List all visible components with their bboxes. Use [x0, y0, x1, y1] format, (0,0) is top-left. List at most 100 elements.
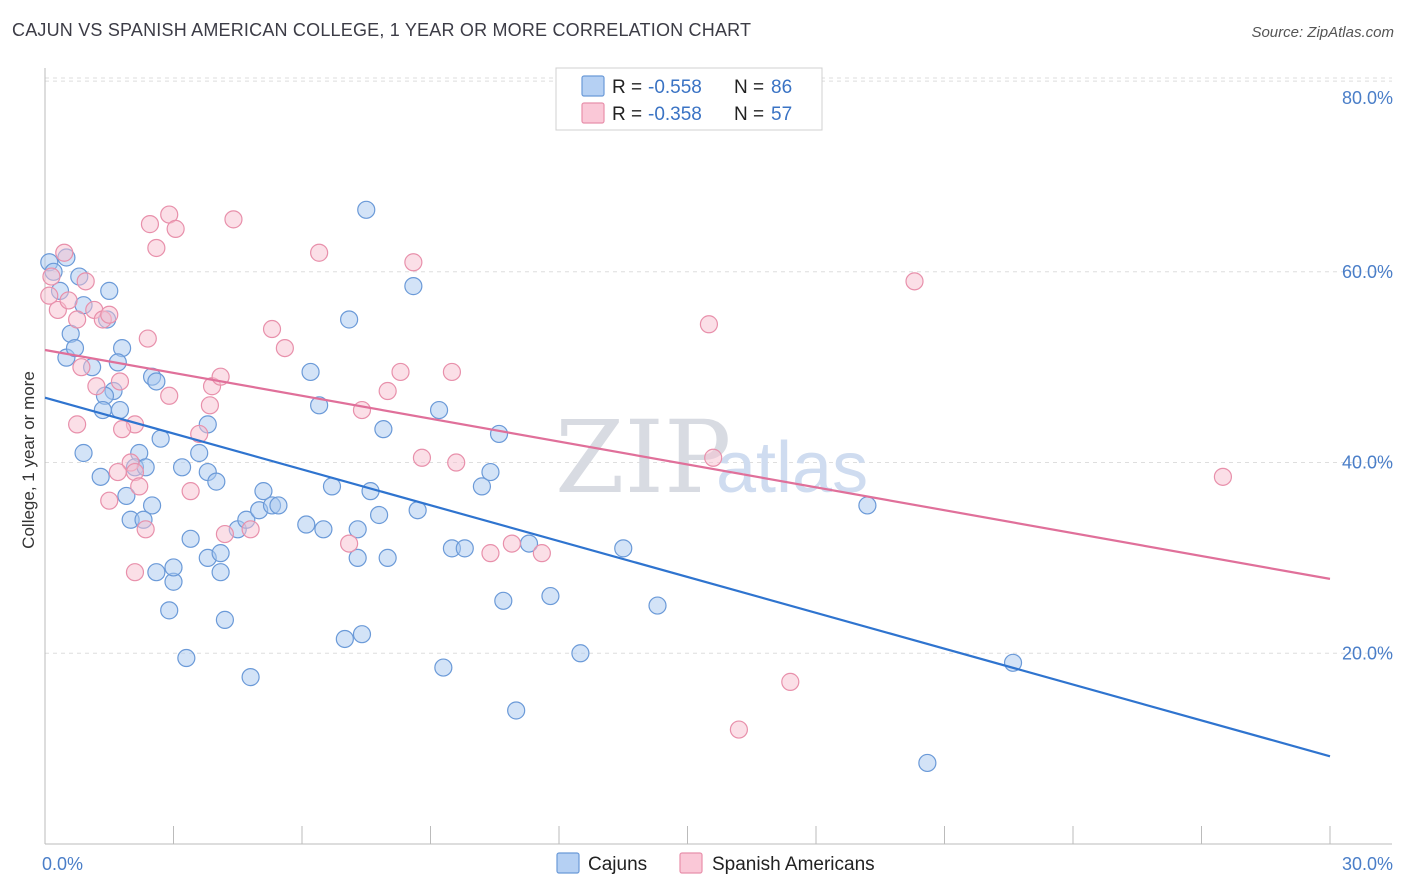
- cajun-point-77: [507, 701, 526, 720]
- bottom-legend-swatch-spanish: [679, 852, 703, 874]
- cajun-point-36: [190, 443, 209, 463]
- spanish-point-11: [87, 377, 106, 396]
- cajun-point-64: [370, 505, 389, 525]
- chart-source: Source: ZipAtlas.com: [1251, 24, 1394, 41]
- cajun-point-65: [374, 420, 393, 439]
- spanish-point-49: [502, 534, 521, 553]
- spanish-point-31: [200, 396, 220, 415]
- cajun-point-62: [357, 200, 376, 219]
- spanish-point-24: [140, 215, 160, 234]
- cajun-point-55: [314, 520, 333, 539]
- spanish-point-52: [704, 448, 723, 467]
- cajun-point-76: [494, 591, 513, 610]
- cajun-point-47: [241, 668, 260, 687]
- cajun-point-73: [472, 477, 491, 496]
- spanish-point-48: [481, 544, 500, 563]
- spanish-point-9: [72, 358, 91, 377]
- cajun-point-74: [481, 462, 500, 482]
- cajun-point-61: [352, 625, 372, 644]
- cajun-point-43: [211, 563, 230, 582]
- spanish-point-43: [391, 362, 410, 382]
- cajun-point-81: [614, 539, 633, 558]
- cajun-point-60: [335, 629, 354, 649]
- cajun-point-21: [147, 372, 166, 391]
- cajun-point-27: [142, 496, 162, 515]
- legend-n-value-spanish: 57: [771, 104, 792, 125]
- spanish-point-41: [352, 400, 372, 420]
- spanish-point-37: [262, 319, 282, 339]
- spanish-point-53: [729, 720, 749, 739]
- spanish-point-27: [166, 219, 185, 238]
- cajun-point-44: [215, 610, 234, 629]
- cajun-point-18: [74, 443, 93, 463]
- spanish-point-17: [130, 477, 149, 496]
- cajun-point-67: [404, 277, 423, 296]
- cajun-point-39: [207, 472, 226, 491]
- cajun-point-35: [172, 458, 192, 477]
- chart-title: CAJUN VS SPANISH AMERICAN COLLEGE, 1 YEA…: [12, 20, 752, 40]
- legend-r-label-cajun: R =: [612, 77, 642, 98]
- spanish-point-45: [412, 448, 432, 467]
- spanish-point-47: [447, 453, 466, 472]
- cajun-point-33: [160, 601, 179, 620]
- bottom-legend-cajun: Cajuns: [588, 854, 647, 875]
- legend-n-label-cajun: N =: [734, 77, 764, 98]
- y-tick-label-3: 80.0%: [1342, 88, 1393, 108]
- spanish-point-13: [110, 372, 130, 391]
- spanish-point-28: [160, 386, 179, 405]
- spanish-point-0: [40, 286, 59, 305]
- spanish-point-46: [442, 362, 462, 382]
- y-axis-label: College, 1 year or more: [19, 371, 38, 549]
- spanish-point-56: [905, 272, 924, 291]
- cajun-point-51: [269, 496, 288, 515]
- cajun-point-40: [181, 529, 200, 548]
- cajun-point-30: [147, 563, 166, 582]
- spanish-point-40: [340, 534, 359, 553]
- cajun-point-57: [340, 310, 359, 329]
- cajun-point-66: [378, 548, 397, 568]
- spanish-point-1: [42, 267, 61, 286]
- spanish-point-42: [378, 381, 397, 401]
- legend-r-value-spanish: -0.358: [648, 104, 702, 125]
- spanish-point-19: [100, 491, 119, 510]
- legend-r-label-spanish: R =: [612, 104, 642, 125]
- spanish-point-21: [125, 563, 145, 582]
- spanish-point-51: [699, 315, 719, 334]
- legend-r-value-cajun: -0.558: [648, 77, 702, 98]
- grid: [45, 77, 1392, 654]
- spanish-point-18: [108, 462, 127, 482]
- spanish-point-29: [181, 482, 200, 501]
- spanish-point-34: [215, 524, 234, 544]
- spanish-point-39: [310, 243, 329, 262]
- cajun-point-53: [301, 362, 320, 382]
- spanish-american-points: [40, 205, 1233, 739]
- spanish-point-25: [147, 238, 166, 258]
- cajun-point-84: [918, 753, 937, 773]
- spanish-point-4: [59, 291, 78, 310]
- spanish-point-50: [532, 544, 551, 563]
- spanish-point-38: [275, 338, 294, 358]
- spanish-point-10: [68, 415, 87, 434]
- spanish-point-30: [190, 424, 209, 444]
- cajun-point-52: [297, 515, 316, 534]
- x-tick-label-0: 0.0%: [42, 854, 83, 874]
- legend-n-value-cajun: 86: [771, 77, 792, 98]
- bottom-legend-swatch-cajun: [556, 852, 580, 874]
- y-tick-label-1: 40.0%: [1342, 453, 1393, 473]
- spanish-point-20: [112, 420, 132, 439]
- cajun-point-69: [429, 400, 449, 420]
- spanish-point-35: [224, 210, 243, 229]
- spanish-point-54: [781, 672, 800, 691]
- cajun-point-26: [117, 486, 136, 506]
- y-tick-label-0: 20.0%: [1342, 643, 1393, 663]
- spanish-point-3: [55, 243, 74, 262]
- spanish-trend-line: [44, 348, 1331, 580]
- cajun-point-49: [254, 482, 273, 501]
- cajun-point-42: [211, 544, 230, 563]
- cajun-point-54: [310, 396, 329, 415]
- cajun-point-10: [100, 281, 119, 300]
- correlation-legend: R = -0.558 N = 86 R = -0.358 N = 57: [555, 67, 823, 131]
- cajun-point-82: [648, 596, 667, 615]
- series-legend: Cajuns Spanish Americans: [556, 852, 875, 875]
